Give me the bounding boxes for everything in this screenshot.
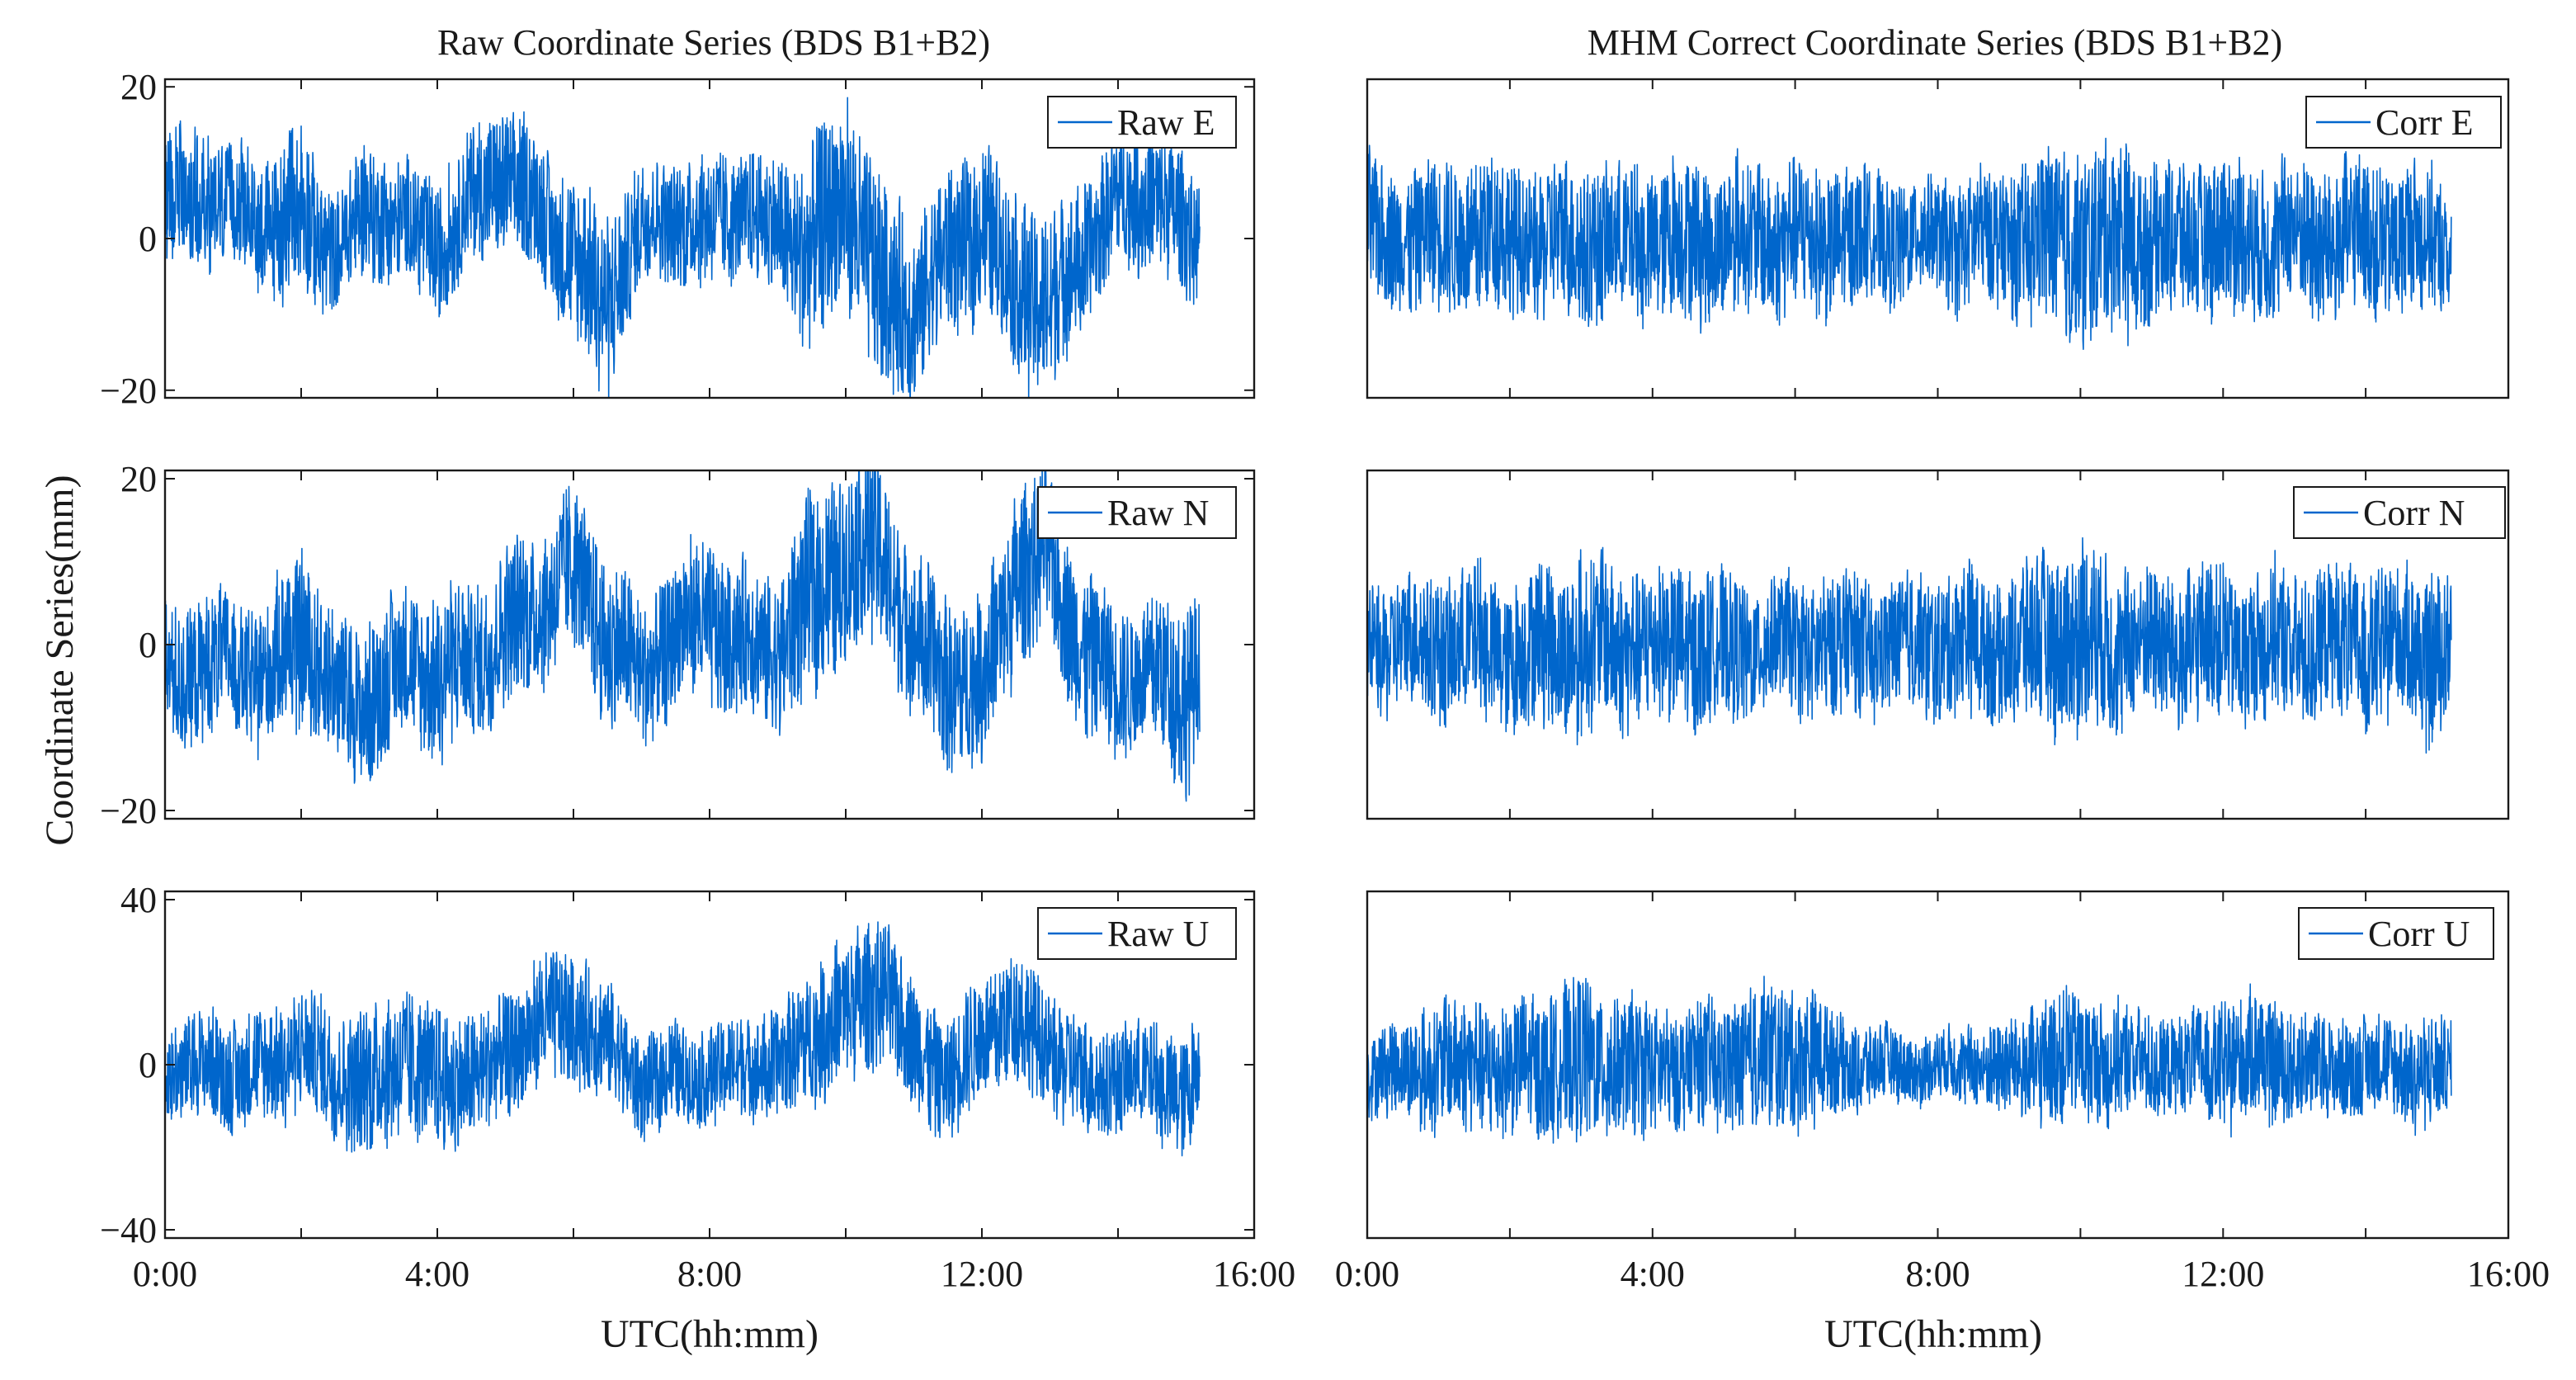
legend-box bbox=[1037, 907, 1237, 960]
legend-label: Corr E bbox=[2375, 102, 2474, 143]
y-tick-label: 20 bbox=[120, 459, 157, 499]
x-tick-label: 4:00 bbox=[405, 1254, 469, 1294]
x-tick-label: 0:00 bbox=[1335, 1254, 1399, 1294]
panel-title-raw: Raw Coordinate Series (BDS B1+B2) bbox=[437, 22, 990, 63]
panel-6: 0:00 4:00 8:00 12:00 16:00 Corr U bbox=[1335, 890, 2550, 1294]
legend: Corr U bbox=[2298, 907, 2494, 960]
y-tick-label: −40 bbox=[100, 1210, 157, 1250]
y-tick-label: −20 bbox=[100, 791, 157, 831]
legend-label: Raw U bbox=[1107, 914, 1209, 954]
y-tick-label: 40 bbox=[120, 880, 157, 920]
panel-2: Corr E bbox=[1366, 78, 2510, 399]
x-tick-label: 4:00 bbox=[1621, 1254, 1685, 1294]
legend-label: Corr N bbox=[2363, 493, 2465, 533]
x-tick-label: 8:00 bbox=[1905, 1254, 1970, 1294]
series-line-corr-u bbox=[1367, 976, 2452, 1144]
series-line-raw-n bbox=[165, 470, 1201, 802]
legend: Corr N bbox=[2293, 486, 2506, 539]
series-line-corr-n bbox=[1367, 536, 2452, 754]
y-tick-label: −20 bbox=[100, 371, 157, 411]
x-tick-label: 8:00 bbox=[677, 1254, 742, 1294]
x-tick-label: 0:00 bbox=[133, 1254, 197, 1294]
x-tick-label: 12:00 bbox=[2182, 1254, 2264, 1294]
panels: −20 0 20 Raw E Corr E −20 0 20 Raw N Corr N 0:00 4:… bbox=[100, 67, 2550, 1294]
legend: Raw U bbox=[1037, 907, 1237, 960]
y-tick-label: 0 bbox=[139, 219, 157, 259]
legend-label: Raw E bbox=[1117, 102, 1215, 143]
x-tick-label: 16:00 bbox=[1213, 1254, 1295, 1294]
series-line-raw-u bbox=[165, 921, 1201, 1157]
legend-label: Raw N bbox=[1107, 493, 1209, 533]
panel-5: 0:00 4:00 8:00 12:00 16:00 −40 0 40 Raw U bbox=[100, 880, 1295, 1294]
panel-title-corrected: MHM Correct Coordinate Series (BDS B1+B2… bbox=[1588, 22, 2282, 63]
legend: Corr E bbox=[2305, 96, 2502, 149]
x-axis-label-left: UTC(hh:mm) bbox=[601, 1312, 819, 1356]
x-tick-label: 16:00 bbox=[2467, 1254, 2550, 1294]
y-axis-label: Coordinate Series(mm) bbox=[38, 475, 82, 845]
legend-label: Corr U bbox=[2368, 914, 2470, 954]
y-tick-label: 0 bbox=[139, 1045, 157, 1085]
panel-4: Corr N bbox=[1366, 469, 2510, 820]
y-tick-label: 0 bbox=[139, 625, 157, 665]
series-line-corr-e bbox=[1367, 137, 2452, 350]
panel-3: −20 0 20 Raw N bbox=[100, 459, 1256, 831]
x-axis-label-right: UTC(hh:mm) bbox=[1824, 1312, 2042, 1356]
panel-1: −20 0 20 Raw E bbox=[100, 67, 1256, 411]
series-line-raw-e bbox=[165, 97, 1201, 398]
legend: Raw N bbox=[1037, 486, 1237, 539]
x-tick-label: 12:00 bbox=[941, 1254, 1023, 1294]
y-tick-label: 20 bbox=[120, 67, 157, 107]
legend: Raw E bbox=[1047, 96, 1237, 149]
